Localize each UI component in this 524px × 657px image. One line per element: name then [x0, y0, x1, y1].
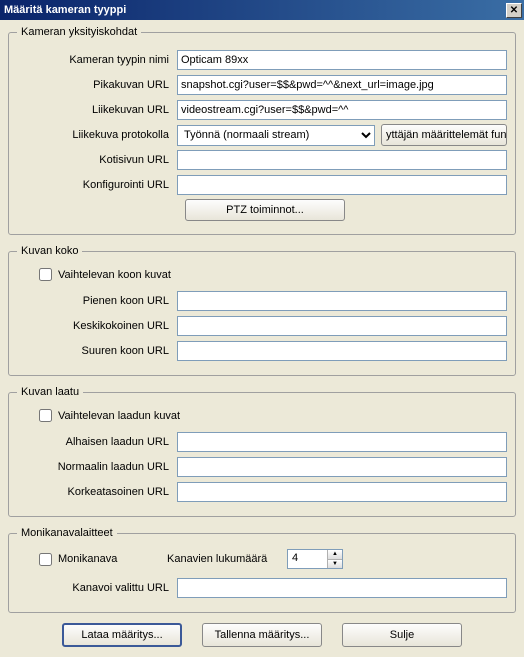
variable-size-checkbox[interactable] [39, 268, 52, 281]
dialog-content: Kameran yksityiskohdat Kameran tyypin ni… [0, 20, 524, 657]
variable-quality-checkbox[interactable] [39, 409, 52, 422]
dialog-footer: Lataa määritys... Tallenna määritys... S… [8, 623, 516, 647]
channel-count-spinner[interactable]: 4 ▲ ▼ [287, 549, 343, 569]
multichannel-checkbox[interactable] [39, 553, 52, 566]
config-url-label: Konfigurointi URL [17, 179, 177, 191]
image-quality-group: Kuvan laatu Vaihtelevan laadun kuvat Alh… [8, 386, 516, 517]
small-size-input[interactable] [177, 291, 507, 311]
variable-size-label: Vaihtelevan koon kuvat [58, 269, 171, 281]
snapshot-url-label: Pikakuvan URL [17, 79, 177, 91]
medium-size-input[interactable] [177, 316, 507, 336]
small-size-label: Pienen koon URL [17, 295, 177, 307]
multichannel-label: Monikanava [58, 553, 117, 565]
channel-count-value: 4 [288, 550, 327, 568]
home-url-input[interactable] [177, 150, 507, 170]
close-button[interactable]: Sulje [342, 623, 462, 647]
normal-quality-label: Normaalin laadun URL [17, 461, 177, 473]
snapshot-url-input[interactable] [177, 75, 507, 95]
save-config-button[interactable]: Tallenna määritys... [202, 623, 322, 647]
close-icon[interactable]: ✕ [506, 3, 522, 18]
protocol-select[interactable]: Työnnä (normaali stream) [177, 125, 375, 146]
image-size-legend: Kuvan koko [17, 245, 82, 257]
user-functions-button[interactable]: yttäjän määrittelemät funktio [381, 124, 507, 146]
multichannel-group: Monikanavalaitteet Monikanava Kanavien l… [8, 527, 516, 613]
load-config-button[interactable]: Lataa määritys... [62, 623, 182, 647]
ptz-functions-button[interactable]: PTZ toiminnot... [185, 199, 345, 221]
high-quality-label: Korkeatasoinen URL [17, 486, 177, 498]
variable-quality-label: Vaihtelevan laadun kuvat [58, 410, 180, 422]
multichannel-legend: Monikanavalaitteet [17, 527, 117, 539]
camera-details-legend: Kameran yksityiskohdat [17, 26, 141, 38]
camera-details-group: Kameran yksityiskohdat Kameran tyypin ni… [8, 26, 516, 235]
image-quality-legend: Kuvan laatu [17, 386, 83, 398]
spinner-up-icon[interactable]: ▲ [327, 550, 342, 560]
protocol-label: Liikekuva protokolla [17, 129, 177, 141]
large-size-input[interactable] [177, 341, 507, 361]
motion-url-label: Liikekuvan URL [17, 104, 177, 116]
config-url-input[interactable] [177, 175, 507, 195]
image-size-group: Kuvan koko Vaihtelevan koon kuvat Pienen… [8, 245, 516, 376]
camera-name-label: Kameran tyypin nimi [17, 54, 177, 66]
spinner-down-icon[interactable]: ▼ [327, 560, 342, 569]
normal-quality-input[interactable] [177, 457, 507, 477]
titlebar: Määritä kameran tyyppi ✕ [0, 0, 524, 20]
large-size-label: Suuren koon URL [17, 345, 177, 357]
channel-count-label: Kanavien lukumäärä [167, 553, 287, 565]
window-title: Määritä kameran tyyppi [4, 4, 126, 16]
medium-size-label: Keskikokoinen URL [17, 320, 177, 332]
camera-name-input[interactable] [177, 50, 507, 70]
low-quality-label: Alhaisen laadun URL [17, 436, 177, 448]
low-quality-input[interactable] [177, 432, 507, 452]
high-quality-input[interactable] [177, 482, 507, 502]
motion-url-input[interactable] [177, 100, 507, 120]
home-url-label: Kotisivun URL [17, 154, 177, 166]
selected-channel-label: Kanavoi valittu URL [17, 582, 177, 594]
selected-channel-input[interactable] [177, 578, 507, 598]
